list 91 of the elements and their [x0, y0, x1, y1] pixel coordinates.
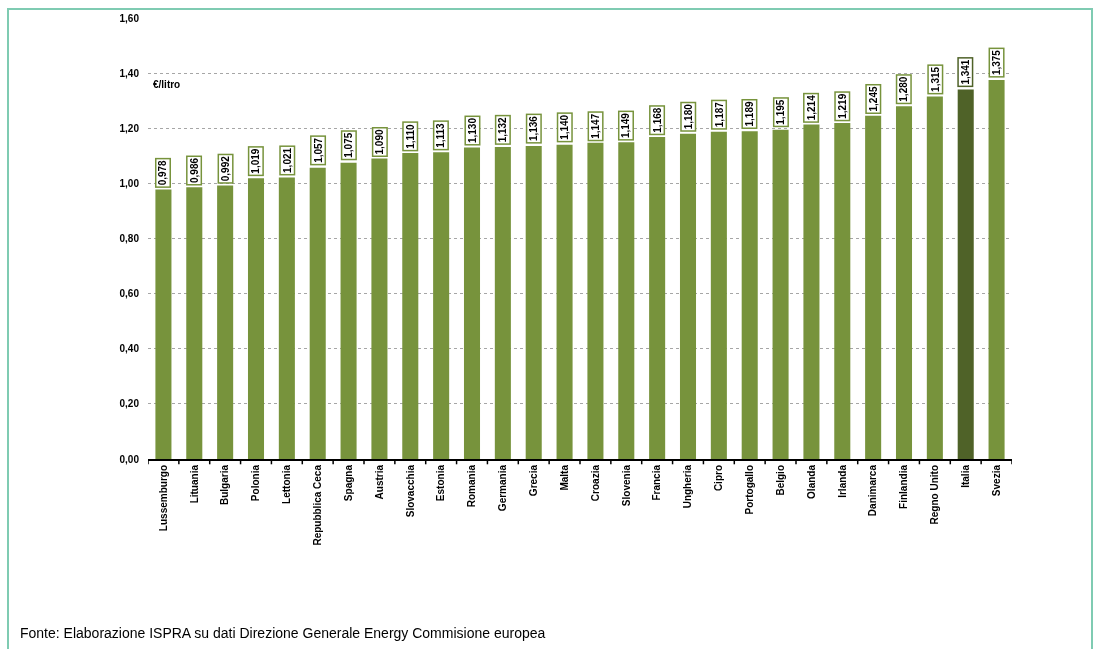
y-tick-label: 0,80	[119, 233, 140, 244]
x-tick-label: Olanda	[805, 464, 817, 499]
bar	[587, 142, 604, 459]
bar	[556, 144, 573, 459]
x-tick-label: Lituania	[188, 464, 200, 504]
bar	[834, 123, 851, 459]
bar	[710, 131, 727, 459]
data-label: 1,019	[250, 148, 262, 174]
data-label: 1,149	[620, 112, 632, 139]
x-tick-label: Spagna	[342, 464, 354, 502]
x-tick-label: Lettonia	[281, 464, 293, 504]
x-tick-label: Romania	[466, 464, 478, 508]
x-tick-label: Svezia	[990, 464, 1002, 497]
x-tick-label: Croazia	[589, 464, 601, 502]
data-label: 1,187	[713, 101, 725, 128]
x-tick-label: Germania	[497, 464, 509, 512]
data-label: 1,130	[466, 117, 478, 144]
x-tick-label: Portogallo	[743, 465, 755, 515]
data-label: 1,136	[528, 115, 540, 142]
x-tick-label: Francia	[651, 464, 663, 501]
x-tick-label: Italia	[959, 464, 971, 488]
y-tick-label: 0,60	[119, 288, 140, 300]
y-tick-label: 1,40	[119, 67, 140, 79]
x-tick-label: Danimarca	[867, 464, 879, 517]
bar	[895, 106, 913, 459]
y-tick-label: 0,20	[119, 398, 140, 410]
data-label: 1,195	[775, 99, 787, 125]
y-axis-title: €/litro	[153, 79, 181, 90]
bar	[217, 185, 234, 459]
data-label: 0,992	[220, 155, 232, 182]
data-label: 0,986	[188, 157, 200, 184]
x-tick-label: Finlandia	[898, 464, 910, 509]
x-tick-label: Polonia	[250, 464, 262, 502]
x-tick-label: Slovenia	[620, 464, 632, 507]
data-label: 1,180	[682, 103, 694, 130]
bar	[309, 167, 326, 459]
y-tick-label: 1,60	[119, 12, 140, 24]
data-label: 1,075	[343, 132, 355, 158]
bar	[957, 89, 974, 459]
y-tick-label: 0,40	[119, 343, 140, 355]
data-label: 1,113	[435, 122, 447, 148]
bar	[433, 152, 450, 459]
data-label: 1,189	[743, 101, 755, 127]
data-label: 1,280	[898, 76, 910, 102]
bar	[679, 133, 697, 459]
x-tick-label: Lussemburgo	[157, 465, 169, 532]
data-label: 1,140	[559, 114, 571, 140]
data-label: 1,057	[312, 137, 324, 163]
data-label: 1,245	[867, 86, 879, 112]
x-tick-label: Irlanda	[836, 464, 848, 498]
x-tick-label: Repubblica Ceca	[311, 464, 323, 546]
bar	[988, 80, 1005, 459]
bar	[772, 129, 789, 459]
data-label: 1,219	[836, 93, 848, 119]
bar	[402, 153, 419, 459]
bar	[371, 158, 388, 459]
x-tick-label: Bulgaria	[219, 464, 231, 506]
y-tick-label: 0,00	[119, 453, 140, 465]
x-tick-label: Malta	[558, 464, 570, 491]
data-label: 0,978	[157, 159, 169, 186]
data-label: 1,021	[281, 147, 293, 173]
bar	[494, 146, 511, 459]
x-tick-label: Slovacchia	[404, 464, 416, 518]
x-tick-label: Ungheria	[682, 464, 694, 509]
x-tick-label: Cipro	[713, 465, 725, 492]
y-tick-label: 1,20	[119, 122, 140, 134]
bar	[525, 145, 542, 459]
y-tick-label: 1,00	[119, 177, 140, 189]
data-label: 1,132	[497, 116, 509, 143]
source-note: Fonte: Elaborazione ISPRA su dati Direzione Generale Energy Commisione europea	[20, 625, 546, 641]
bar	[926, 96, 943, 459]
bar	[741, 131, 758, 459]
bar	[340, 162, 357, 459]
data-label: 1,110	[404, 123, 416, 149]
x-tick-label: Austria	[373, 464, 385, 500]
data-label: 1,168	[651, 107, 663, 133]
x-tick-label: Regno Unito	[929, 465, 941, 525]
data-label: 1,375	[991, 49, 1003, 76]
bar	[463, 147, 481, 459]
x-tick-label: Estonia	[435, 464, 447, 502]
bar	[278, 177, 295, 459]
x-tick-label: Grecia	[527, 464, 539, 497]
x-tick-label: Belgio	[774, 465, 786, 496]
data-label: 1,214	[805, 94, 817, 121]
bar	[649, 137, 666, 459]
data-label: 1,341	[959, 59, 971, 85]
bar	[865, 115, 882, 459]
data-label: 1,147	[590, 113, 602, 139]
data-label: 1,315	[929, 66, 941, 92]
bar	[247, 178, 265, 459]
data-label: 1,090	[374, 129, 386, 155]
